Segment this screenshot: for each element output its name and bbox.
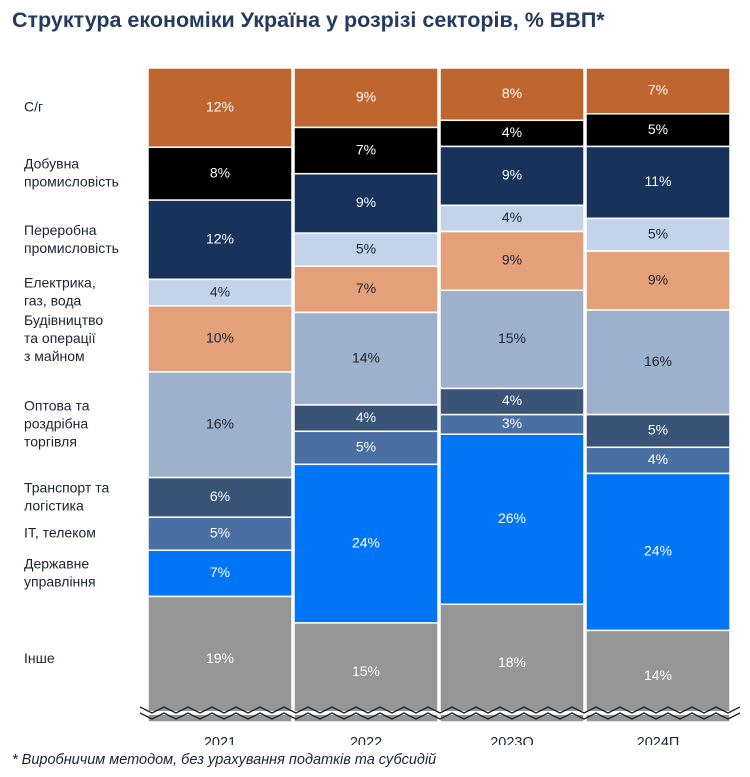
bar-segment xyxy=(147,146,293,201)
bar-value-label: 6% xyxy=(210,488,230,504)
sector-label: Добувна промисловість xyxy=(24,155,119,189)
bar-segment xyxy=(293,622,439,723)
bar-segment xyxy=(439,433,585,606)
bar-segment xyxy=(293,232,439,267)
x-tick-label: 2022 xyxy=(350,735,382,745)
bar-value-label: 9% xyxy=(356,88,376,104)
bar-value-label: 14% xyxy=(352,349,380,365)
bar-value-label: 16% xyxy=(206,415,234,431)
bar-segment xyxy=(439,387,585,416)
bar-segment xyxy=(147,67,293,149)
bar-segment xyxy=(439,145,585,207)
sector-label: Електрика, газ, вода xyxy=(24,274,96,308)
bar-value-label: 16% xyxy=(644,353,672,369)
sector-labels: С/г Добувна промисловість Переробна промисло… xyxy=(24,98,119,666)
sector-label: Переробна промисловість xyxy=(24,221,119,255)
bar-value-label: 5% xyxy=(648,121,668,137)
bar-segment xyxy=(293,265,439,314)
bar-segment xyxy=(293,311,439,406)
bar-value-label: 7% xyxy=(356,280,376,296)
bar-segment xyxy=(585,309,731,416)
bar-value-label: 4% xyxy=(356,409,376,425)
bar-segment xyxy=(585,217,731,252)
bar-value-label: 18% xyxy=(498,654,526,670)
bar-value-label: 8% xyxy=(502,85,522,101)
bar-value-label: 11% xyxy=(645,173,672,189)
sector-label: Оптова та роздрібна торгівля xyxy=(24,397,90,449)
bar-value-label: 26% xyxy=(498,510,526,526)
bar-value-label: 10% xyxy=(206,330,234,346)
bar-value-label: 5% xyxy=(210,524,230,540)
bar-segment xyxy=(293,463,439,624)
sector-label: Державне управління xyxy=(24,555,96,589)
stacked-bar-chart: 12% 8% 12% 4% 10% 16% 6% 5% 7% 19% 9% 7% 9% 5% 7% 14% 4%… xyxy=(24,67,742,745)
bar-segment xyxy=(585,413,731,449)
bar-value-label: 4% xyxy=(502,209,522,225)
bar-segment xyxy=(585,67,731,115)
bar-value-label: 9% xyxy=(502,167,522,183)
bar-value-label: 4% xyxy=(210,283,230,299)
bar-value-label: 24% xyxy=(352,534,380,550)
bar-segment xyxy=(147,476,293,518)
sector-label: IT, телеком xyxy=(24,524,96,540)
bar-value-label: 4% xyxy=(502,124,522,140)
sector-label: С/г xyxy=(24,98,43,114)
bar-value-label: 15% xyxy=(498,330,526,346)
bar-value-label: 9% xyxy=(648,271,668,287)
bar-value-label: 19% xyxy=(206,650,234,666)
bar-value-label: 4% xyxy=(502,392,522,408)
bar-segment xyxy=(439,67,585,122)
bar-segment xyxy=(585,446,731,475)
bar-value-label: 15% xyxy=(352,663,380,679)
bar-segment xyxy=(585,472,731,632)
bar-value-label: 7% xyxy=(356,141,376,157)
bar-segment xyxy=(585,250,731,311)
bar-segment xyxy=(585,629,731,723)
bar-segment xyxy=(439,289,585,390)
bar-value-label: 9% xyxy=(356,194,376,210)
bar-segment xyxy=(439,230,585,292)
bar-value-label: 12% xyxy=(206,230,234,246)
x-tick-label: 2021 xyxy=(204,735,236,745)
footnote: * Виробничим методом, без урахування под… xyxy=(12,752,437,768)
x-tick-label: 2023О xyxy=(490,735,534,745)
chart-title: Структура економіки Україна у розрізі се… xyxy=(12,8,605,32)
bar-segment xyxy=(439,204,585,233)
bar-segment xyxy=(293,430,439,466)
bar-value-label: 12% xyxy=(206,98,234,114)
axis-break-line xyxy=(139,706,741,714)
bar-value-label: 5% xyxy=(356,240,376,256)
year-labels: 2021 2022 2023О 2024П xyxy=(204,735,679,745)
bar-value-label: 7% xyxy=(648,82,668,98)
bar-value-label: 14% xyxy=(644,667,672,683)
x-tick-label: 2024П xyxy=(637,735,680,745)
bar-value-label: 24% xyxy=(644,543,672,559)
axis-break-line xyxy=(139,712,741,720)
bar-value-label: 7% xyxy=(210,564,230,580)
bar-segment xyxy=(147,549,293,598)
bar-value-label: 8% xyxy=(210,164,230,180)
bar-value-label: 9% xyxy=(502,252,522,268)
bar-segment xyxy=(147,516,293,551)
bar-segment xyxy=(147,595,293,723)
bars-layer: 12% 8% 12% 4% 10% 16% 6% 5% 7% 19% 9% 7% 9% 5% 7% 14% 4%… xyxy=(147,67,731,723)
bar-segment xyxy=(147,199,293,281)
bar-value-label: 4% xyxy=(648,451,668,467)
sector-label: Будівництво та операції з майном xyxy=(24,312,103,364)
bar-segment xyxy=(293,404,439,433)
bar-segment xyxy=(585,113,731,148)
sector-label: Інше xyxy=(24,650,55,666)
bar-segment xyxy=(585,145,731,220)
bar-segment xyxy=(293,126,439,175)
bar-value-label: 5% xyxy=(356,439,376,455)
sector-label: Транспорт та логістика xyxy=(24,479,109,513)
bar-segment xyxy=(439,603,585,723)
bar-value-label: 5% xyxy=(648,225,668,241)
bar-value-label: 5% xyxy=(648,422,668,438)
axis-break xyxy=(139,706,742,720)
bar-segment xyxy=(293,172,439,234)
bar-value-label: 3% xyxy=(502,415,522,431)
